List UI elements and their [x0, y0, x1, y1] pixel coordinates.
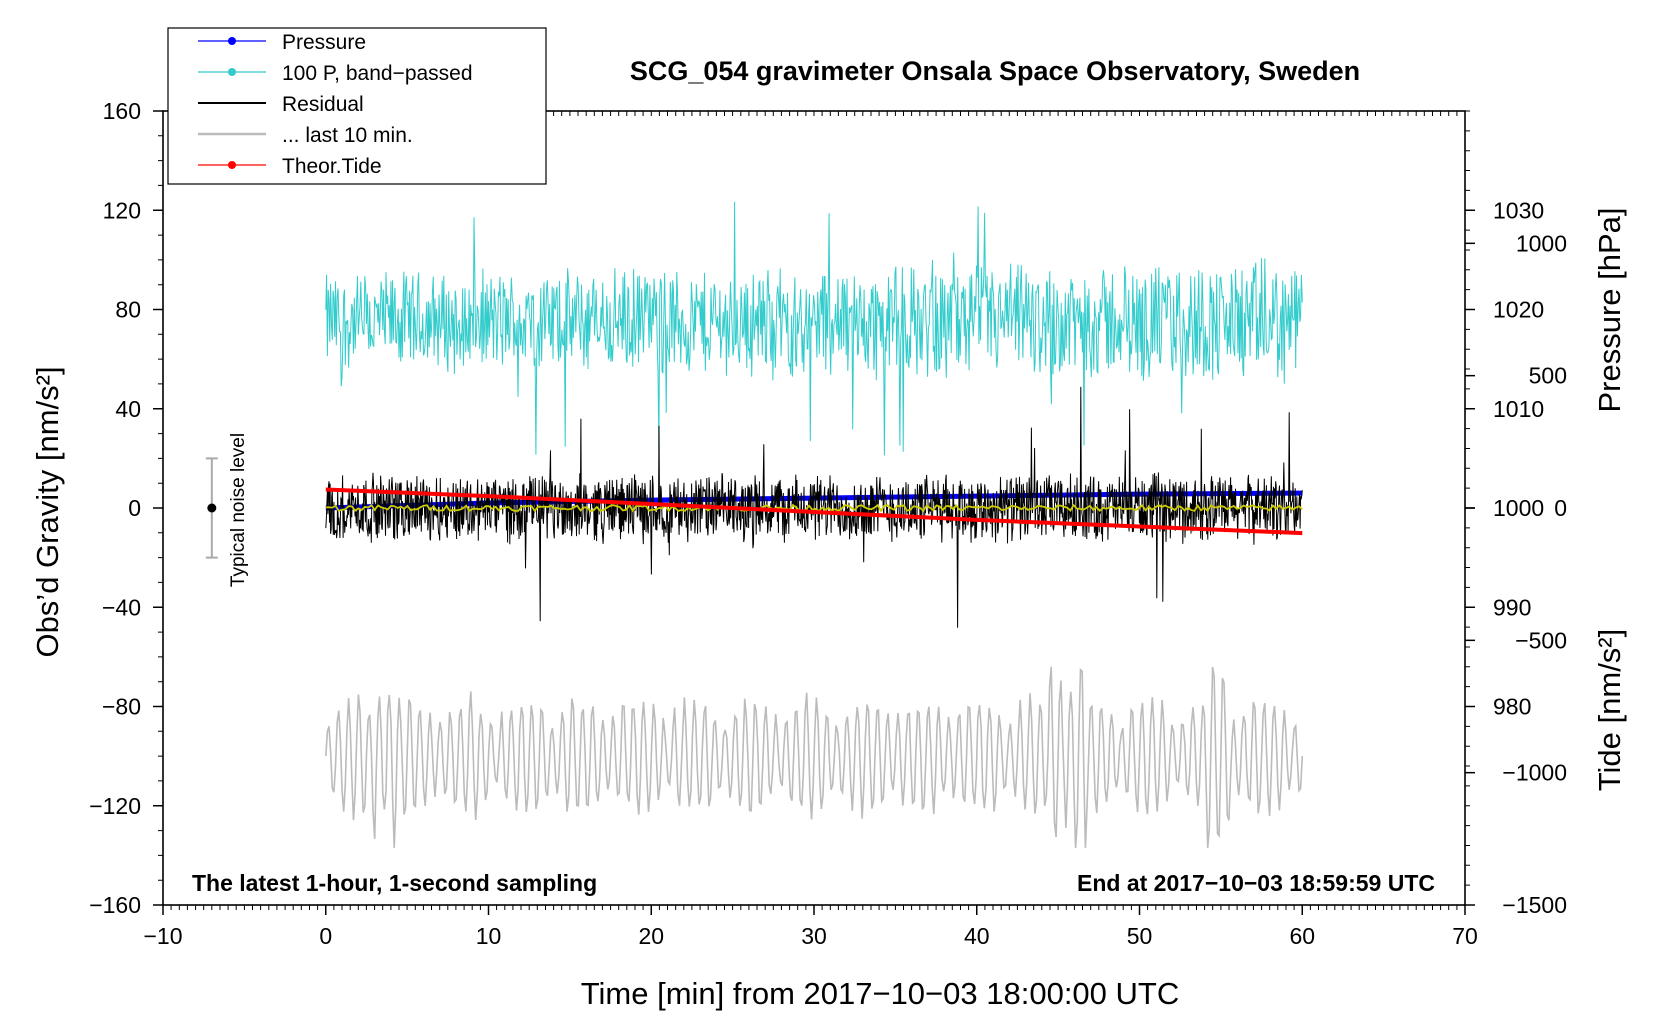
pressure-tick-label: 980	[1493, 694, 1531, 720]
legend-box	[167, 27, 547, 185]
y-left-tick-label: −80	[102, 694, 141, 720]
noise-layer	[205, 457, 218, 559]
tide-tick-label: −1500	[1502, 892, 1567, 918]
legend-label: ... last 10 min.	[282, 124, 413, 147]
pressure-tick-label: 990	[1493, 594, 1531, 620]
theoretical-tide-line	[325, 487, 1303, 536]
y-left-tick-label: 0	[128, 495, 141, 521]
y-axis-left-title: Obs’d Gravity [nm/s²]	[30, 366, 65, 657]
y-axis-tide-title: Tide [nm/s²]	[1592, 629, 1627, 792]
noise-bar-center	[207, 503, 217, 513]
y-left-tick-label: 80	[115, 297, 141, 323]
y-left-tick-label: 40	[115, 396, 141, 422]
y-left-tick-label: −40	[102, 594, 141, 620]
end-time-annotation: End at 2017−10−03 18:59:59 UTC	[1077, 870, 1435, 896]
x-tick-label: 50	[1127, 923, 1153, 949]
x-tick-label: 30	[801, 923, 827, 949]
legend-marker	[228, 161, 236, 169]
tide-tick-label: 0	[1554, 495, 1567, 521]
series-layer	[325, 201, 1304, 848]
pressure-tick-label: 1010	[1493, 396, 1544, 422]
tide-tick-label: 500	[1529, 363, 1567, 389]
legend-marker	[228, 37, 236, 45]
y-left-tick-label: −120	[89, 793, 141, 819]
bandpassed-pressure-line	[325, 201, 1303, 456]
tide-tick-label: −1000	[1502, 760, 1567, 786]
x-tick-label: 60	[1289, 923, 1315, 949]
residual-smoothed-line	[325, 503, 1303, 513]
legend-label: Pressure	[282, 31, 366, 54]
y-axis-pressure-title: Pressure [hPa]	[1592, 207, 1627, 412]
legend-marker	[228, 68, 236, 76]
tide-tick-label: −500	[1515, 627, 1567, 653]
legend-label: Theor.Tide	[282, 155, 382, 178]
tide-tick-label: 1000	[1516, 230, 1567, 256]
x-tick-label: 10	[476, 923, 502, 949]
legend-label: 100 P, band−passed	[282, 62, 473, 85]
legend: Pressure 100 P, band−passed Residual ... la…	[167, 27, 547, 185]
x-tick-label: 0	[319, 923, 332, 949]
legend-label: Residual	[282, 93, 364, 116]
x-tick-label: 20	[638, 923, 664, 949]
x-tick-label: −10	[143, 923, 182, 949]
last-10-min-line	[325, 666, 1304, 848]
y-left-tick-label: 160	[103, 98, 141, 124]
sampling-annotation: The latest 1-hour, 1-second sampling	[192, 870, 597, 896]
text-layer: SCG_054 gravimeter Onsala Space Observat…	[30, 56, 1627, 1011]
y-left-tick-label: 120	[103, 197, 141, 223]
residual-line	[325, 386, 1303, 628]
axes-layer: −10 0 10 20 30 40 50 60 7016012080400−40−80−120−…	[89, 98, 1567, 949]
y-left-tick-label: −160	[89, 892, 141, 918]
x-tick-label: 70	[1452, 923, 1478, 949]
x-axis-title: Time [min] from 2017−10−03 18:00:00 UTC	[581, 976, 1180, 1011]
chart-title: SCG_054 gravimeter Onsala Space Observat…	[630, 56, 1360, 86]
pressure-tick-label: 1000	[1493, 495, 1544, 521]
x-tick-label: 40	[964, 923, 990, 949]
noise-level-label: Typical noise level	[228, 433, 249, 587]
pressure-tick-label: 1020	[1493, 297, 1544, 323]
pressure-tick-label: 1030	[1493, 197, 1544, 223]
